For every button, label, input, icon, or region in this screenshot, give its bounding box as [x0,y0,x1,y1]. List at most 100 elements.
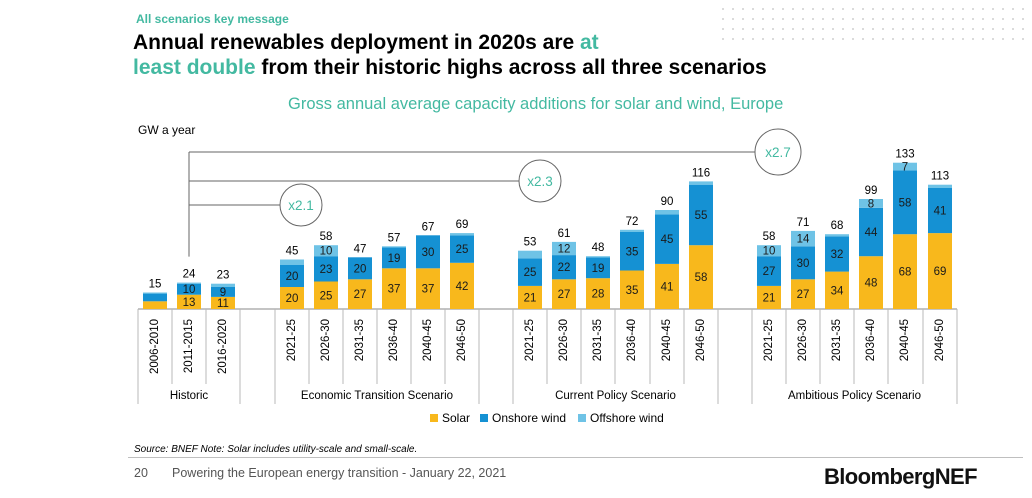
x-tick-label: 2031-35 [592,319,604,361]
legend-label-solar: Solar [442,411,470,425]
bar-onshore-wind [928,188,952,234]
bar-onshore-wind [655,214,679,264]
bar-solar [348,279,372,309]
bar-offshore-wind [928,184,952,188]
data-label-solar: 69 [934,266,947,278]
bar-solar [280,287,304,309]
bar-solar [416,268,440,309]
total-label: 15 [149,279,162,291]
bar-onshore-wind [518,258,542,286]
x-tick-label: 2036-40 [626,319,638,361]
bar-offshore-wind [689,181,713,185]
total-label: 113 [931,171,949,183]
data-label-onshore-wind: 41 [934,206,947,218]
data-label-offshore-wind: 10 [763,246,776,258]
bar-solar [928,233,952,309]
y-axis-unit-label: GW a year [138,123,195,137]
bar-onshore-wind [791,246,815,280]
x-tick-label: 2016-2020 [217,319,229,374]
data-label-onshore-wind: 27 [763,266,776,278]
data-label-solar: 21 [763,292,776,304]
data-label-onshore-wind: 25 [524,267,537,279]
x-tick-label: 2036-40 [388,319,400,361]
x-tick-label: 2006-2010 [149,319,161,374]
bar-solar [620,270,644,309]
callout-circle [754,128,802,176]
data-label-onshore-wind: 45 [661,234,674,246]
data-label-solar: 28 [592,289,605,301]
data-label-offshore-wind: 7 [902,162,908,174]
x-tick-label: 2040-45 [899,319,911,361]
data-label-onshore-wind: 44 [865,227,878,239]
bar-solar [143,301,167,309]
x-tick-label: 2021-25 [763,319,775,361]
bar-offshore-wind [450,233,474,236]
data-label-offshore-wind: 10 [320,246,333,258]
total-label: 58 [320,231,333,243]
bar-onshore-wind [450,235,474,263]
data-label-onshore-wind: 23 [320,264,333,276]
bar-offshore-wind [280,259,304,265]
x-tick-label: 2046-50 [695,319,707,361]
bar-onshore-wind [893,170,917,235]
bar-offshore-wind [757,245,781,257]
bar-onshore-wind [689,184,713,246]
data-label-solar: 68 [899,267,912,279]
bar-onshore-wind [348,257,372,280]
bar-onshore-wind [552,255,576,280]
source-note: Source: BNEF Note: Solar includes utilit… [134,444,418,455]
bar-onshore-wind [382,247,406,269]
stacked-bar-chart: GW a year 2006-2010 2011-2015 2016-2020 His… [137,123,958,425]
bar-offshore-wind [314,245,338,257]
total-label: 58 [763,231,776,243]
bar-onshore-wind [586,257,610,279]
data-label-solar: 37 [388,284,401,296]
bar-solar [211,296,235,309]
x-tick-label: 2040-45 [422,319,434,361]
chart-title: Gross annual average capacity additions … [288,95,784,113]
total-label: 47 [354,243,367,255]
bar-onshore-wind [757,256,781,286]
group-label: Current Policy Scenario [555,390,676,402]
legend-swatch-onshore-wind [480,414,488,422]
data-label-offshore-wind: 8 [868,198,874,210]
bar-onshore-wind [143,293,167,302]
bar-onshore-wind [211,287,235,297]
kicker-label: All scenarios key message [136,12,289,26]
bar-offshore-wind [211,283,235,287]
x-tick-label: 2046-50 [934,319,946,361]
bar-solar [825,271,849,309]
data-label-offshore-wind: 14 [797,234,810,246]
x-tick-label: 2031-35 [354,319,366,361]
bar-solar [382,268,406,309]
data-label-solar: 37 [422,284,435,296]
bar-solar [518,285,542,309]
data-label-solar: 11 [217,298,229,310]
bar-solar [791,279,815,309]
total-label: 99 [865,185,878,197]
total-label: 53 [524,237,537,249]
total-label: 69 [456,219,469,231]
bar-solar [586,278,610,309]
x-tick-label: 2026-30 [558,319,570,361]
bar-offshore-wind [859,199,883,208]
bar-solar [689,245,713,309]
data-label-onshore-wind: 30 [797,258,810,270]
bar-solar [655,263,679,309]
total-label: 48 [592,242,605,254]
data-label-solar: 34 [831,285,844,297]
x-tick-label: 2021-25 [286,319,298,361]
bar-onshore-wind [177,283,201,295]
bar-onshore-wind [620,232,644,271]
bar-onshore-wind [859,207,883,257]
headline-highlight-1: at [580,31,599,54]
decorative-dot-pattern [718,4,1028,48]
total-label: 116 [692,167,710,179]
bar-onshore-wind [314,256,338,282]
bar-onshore-wind [280,265,304,287]
data-label-solar: 48 [865,278,878,290]
data-label-onshore-wind: 35 [626,246,639,258]
x-tick-label: 2021-25 [524,319,536,361]
data-label-onshore-wind: 22 [558,262,571,274]
data-label-solar: 20 [286,293,299,305]
